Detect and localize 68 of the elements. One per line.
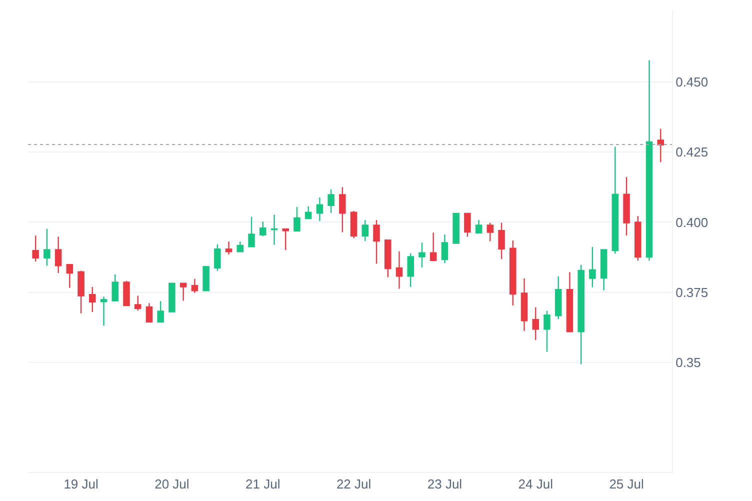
candlestick <box>566 272 574 332</box>
candlestick <box>328 188 334 214</box>
candlestick <box>134 295 142 312</box>
candlestick <box>270 214 278 246</box>
candlestick <box>520 278 528 332</box>
y-tick-label: 0.35 <box>676 355 701 370</box>
candlestick <box>248 216 255 248</box>
x-tick-label: 22 Jul <box>336 476 372 492</box>
candlestick <box>623 176 630 236</box>
candlestick <box>44 228 50 266</box>
candlestick <box>316 196 324 222</box>
candlestick <box>407 252 414 288</box>
candlestick <box>123 280 130 306</box>
y-tick-label: 0.375 <box>676 284 708 300</box>
candlestick <box>294 206 300 232</box>
candlestick <box>600 249 608 291</box>
candlestick <box>214 244 221 272</box>
candlestick <box>384 240 392 278</box>
candlestick <box>396 250 403 290</box>
candlestick <box>486 222 494 242</box>
candlestick <box>510 240 516 306</box>
candlestick <box>168 282 176 312</box>
candlestick <box>304 206 312 220</box>
x-tick-label: 20 Jul <box>154 476 190 492</box>
candlestick <box>78 270 84 314</box>
x-tick-label: 25 Jul <box>609 476 644 492</box>
candlestick <box>373 219 380 264</box>
x-tick-label: 23 Jul <box>427 476 462 492</box>
candlestick <box>100 296 108 326</box>
candlestick <box>498 222 505 260</box>
candlestick <box>589 246 596 288</box>
candlestick <box>350 210 358 239</box>
candlestick <box>532 306 540 341</box>
candlestick <box>452 212 460 244</box>
candlestick <box>236 240 244 253</box>
candlestick <box>464 212 471 238</box>
candlestick <box>146 302 153 322</box>
candlestick <box>657 128 664 163</box>
x-tick-label: 24 Jul <box>518 476 554 492</box>
candlestick <box>475 219 482 234</box>
candlestick <box>202 266 210 292</box>
candlestick <box>554 276 562 320</box>
candlestick <box>544 310 550 352</box>
candlestick <box>225 240 232 256</box>
candlestick <box>54 236 62 274</box>
candlestick <box>157 300 164 322</box>
candlestick <box>259 221 266 237</box>
candlestick <box>634 215 642 262</box>
candlestick <box>646 60 653 262</box>
y-tick-label: 0.425 <box>676 144 708 160</box>
candlestick <box>430 232 437 262</box>
candlestick <box>418 242 426 268</box>
y-tick-label: 0.450 <box>676 74 708 90</box>
candlestick <box>32 235 39 262</box>
candlestick <box>362 219 369 242</box>
candlestick <box>578 264 584 365</box>
candlestick <box>89 286 96 313</box>
candlestick <box>112 274 119 302</box>
candlestick <box>339 186 346 233</box>
candlestick <box>191 278 198 294</box>
y-tick-label: 0.400 <box>676 214 708 230</box>
candlestick <box>612 146 619 254</box>
candlestick <box>66 263 74 288</box>
candlestick <box>180 282 187 302</box>
x-tick-label: 21 Jul <box>246 476 280 492</box>
x-tick-label: 19 Jul <box>64 476 98 492</box>
candlestick <box>282 228 289 251</box>
candlestick <box>441 234 448 264</box>
